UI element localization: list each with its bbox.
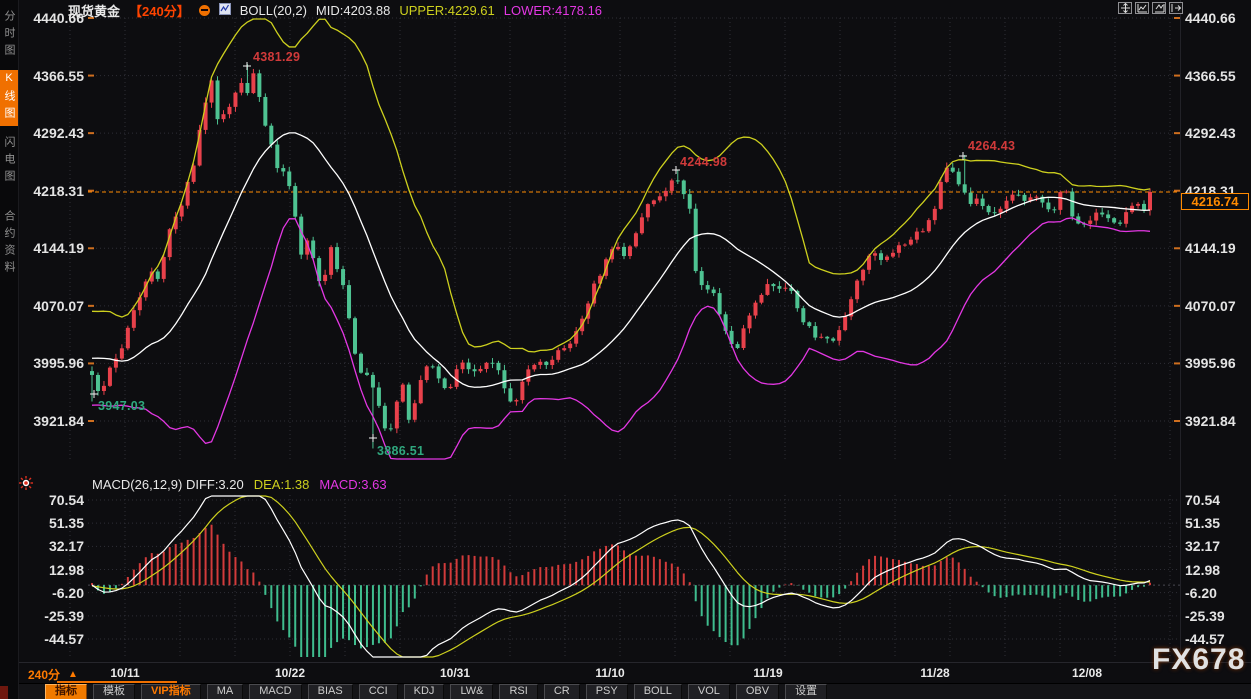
period-selector-label: 240分 [28,668,61,682]
toolbar-button-4[interactable]: MACD [249,683,302,699]
toolbar-button-13[interactable]: VOL [687,683,730,699]
toolbar-button-3[interactable]: MA [206,683,244,699]
toolbar-button-1[interactable]: 模板 [93,683,135,699]
crosshair-move-icon[interactable] [1118,2,1132,14]
toolbar-button-14[interactable]: OBV [735,683,780,699]
macd-params-diff: MACD(26,12,9) DIFF:3.20 [92,477,244,492]
sidebar-tab-lightning-chart[interactable]: 闪电图 [3,135,15,187]
boll-label: BOLL(20,2) [239,2,307,18]
chart-expand-right-icon[interactable] [1169,2,1183,14]
left-sidebar: 分时图 K线图 闪电图 合约资料 [0,0,19,699]
toolbar-button-11[interactable]: PSY [585,683,628,699]
toolbar-button-0[interactable]: 指标 [45,683,87,699]
toolbar-button-15[interactable]: 设置 [785,683,828,699]
toolbar-button-8[interactable]: LW& [450,683,494,699]
current-price-badge: 4216.74 [1181,193,1249,210]
corner-decoration [0,686,8,699]
indicator-chart-icon[interactable] [218,2,231,18]
chart-header: 现货黄金 【240分】 BOLL(20,2) MID:4203.88 UPPER… [68,2,603,19]
sidebar-tab-time-chart[interactable]: 分时图 [3,9,15,61]
toolbar-button-9[interactable]: RSI [499,683,538,699]
minus-circle-icon[interactable] [198,4,210,16]
chart-tool-icons [1118,2,1183,14]
divider [18,662,1251,663]
toolbar-button-5[interactable]: BIAS [307,683,353,699]
toolbar-button-12[interactable]: BOLL [633,683,682,699]
chart-shift-right-icon[interactable] [1152,2,1166,14]
macd-bar-value: MACD:3.63 [319,477,387,492]
boll-mid-value: MID:4203.88 [315,2,391,18]
symbol-name: 现货黄金 [68,3,121,19]
sidebar-tab-contract-info[interactable]: 合约资料 [3,210,15,278]
toolbar-button-7[interactable]: KDJ [403,683,445,699]
watermark: FX678 [1152,643,1246,676]
period-active-underline [57,681,177,683]
indicator-toolbar: 指标 模板 VIP指标 MA MACD BIAS CCI KDJ LW& RSI CR PSY BOLL… [18,683,1251,699]
toolbar-button-2[interactable]: VIP指标 [141,683,201,699]
toolbar-button-6[interactable]: CCI [358,683,398,699]
sidebar-tab-kline-chart[interactable]: K线图 [0,70,18,126]
macd-header: MACD(26,12,9) DIFF:3.20 DEA:1.38 MACD:3.… [92,477,387,492]
boll-upper-value: UPPER:4229.61 [399,2,495,18]
period-label: 【240分】 [129,3,190,19]
period-selector[interactable]: 240分 ▲ [28,666,78,683]
boll-lower-value: LOWER:4178.16 [503,2,603,18]
indicator-settings-icon[interactable] [19,476,33,495]
toolbar-button-10[interactable]: CR [543,683,580,699]
chart-shift-left-icon[interactable] [1135,2,1149,14]
divider [1180,0,1181,662]
macd-dea-value: DEA:1.38 [253,477,310,492]
triangle-up-icon: ▲ [68,669,78,680]
